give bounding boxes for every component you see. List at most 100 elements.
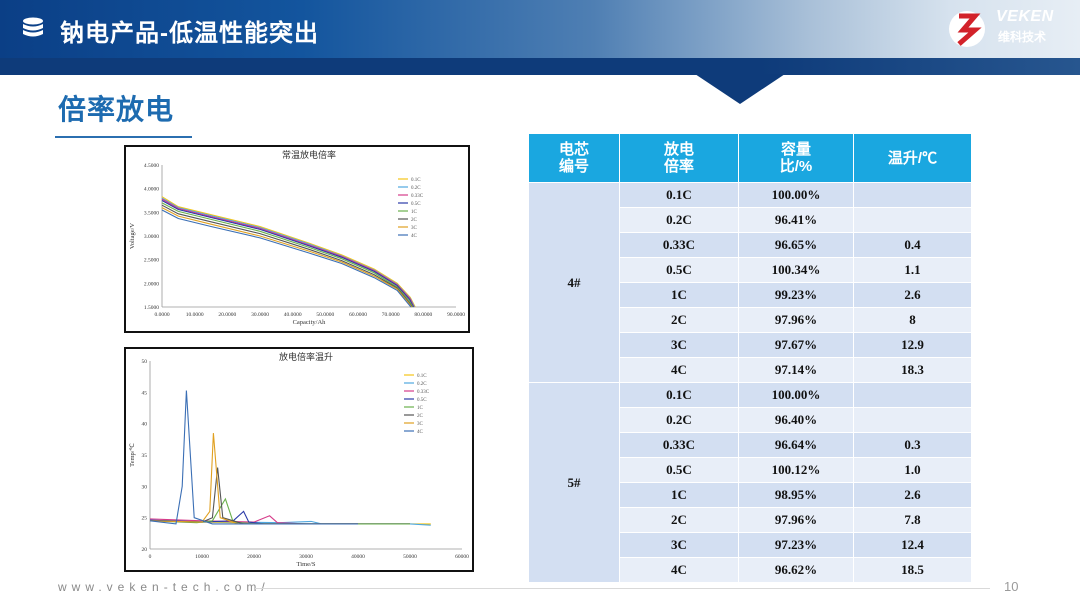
rate-value: 4C (619, 557, 739, 583)
header-notch (695, 74, 785, 104)
table-row: 4C 96.62% 18.5 (529, 557, 972, 583)
legend-label: 0.33C (411, 194, 424, 199)
x-tick-label: 60.0000 (349, 312, 367, 318)
x-axis-label: Time/S (297, 561, 316, 568)
rate-value: 1C (619, 482, 739, 508)
legend-label: 0.1C (417, 374, 427, 379)
temp-value: 18.3 (853, 357, 972, 383)
legend-label: 0.2C (417, 382, 427, 387)
rate-value: 0.2C (619, 207, 739, 233)
legend-label: 2C (417, 414, 424, 419)
temp-value (853, 382, 972, 408)
temp-value: 18.5 (853, 557, 972, 583)
legend-label: 0.5C (411, 202, 421, 207)
legend-label: 0.33C (417, 390, 430, 395)
capacity-value: 96.64% (738, 432, 854, 458)
table-header-row: 电芯 编号 放电 倍率 容量 比/% 温升/℃ (528, 133, 972, 183)
x-tick-label: 70.0000 (382, 312, 400, 318)
capacity-value: 97.96% (738, 307, 854, 333)
x-tick-label: 10000 (195, 554, 209, 560)
temp-value (853, 407, 972, 433)
header-cell-id: 电芯 编号 (528, 133, 620, 183)
table-row: 3C 97.67% 12.9 (529, 332, 972, 358)
table-row: 0.5C 100.12% 1.0 (529, 457, 972, 483)
table-row: 4C 97.14% 18.3 (529, 357, 972, 383)
table-row: 0.33C 96.64% 0.3 (529, 432, 972, 458)
legend-label: 0.1C (411, 178, 421, 183)
logo-subtext: 维科技术 (998, 30, 1047, 44)
y-tick-label: 25 (142, 516, 148, 522)
legend-label: 4C (417, 430, 424, 435)
y-tick-label: 1.5000 (144, 305, 159, 311)
footer-url: www.veken-tech.com/ (58, 580, 270, 594)
legend-label: 1C (411, 210, 418, 215)
x-tick-label: 30000 (299, 554, 313, 560)
temp-value (853, 207, 972, 233)
capacity-value: 97.96% (738, 507, 854, 533)
chart-title: 常温放电倍率 (282, 149, 336, 160)
temp-value: 12.4 (853, 532, 972, 558)
legend-label: 4C (411, 234, 418, 239)
y-tick-label: 2.5000 (144, 258, 159, 264)
series-line-4C (161, 209, 412, 308)
rate-value: 1C (619, 282, 739, 308)
rate-value: 4C (619, 357, 739, 383)
rate-value: 0.2C (619, 407, 739, 433)
database-icon (23, 17, 43, 37)
temp-value: 2.6 (853, 282, 972, 308)
rate-value: 0.5C (619, 257, 739, 283)
capacity-value: 99.23% (738, 282, 854, 308)
rate-value: 0.1C (619, 182, 739, 208)
series-line-0.1C (161, 196, 416, 308)
series-line-4C (149, 390, 358, 525)
y-axis-label: Voltage/V (129, 223, 136, 250)
x-tick-label: 30.0000 (251, 312, 269, 318)
legend-label: 0.5C (417, 398, 427, 403)
capacity-value: 100.00% (738, 382, 854, 408)
temp-value: 12.9 (853, 332, 972, 358)
legend-label: 3C (417, 422, 424, 427)
x-tick-label: 40.0000 (284, 312, 302, 318)
rate-value: 2C (619, 307, 739, 333)
temp-value: 8 (853, 307, 972, 333)
veken-logo-icon (949, 11, 985, 47)
x-tick-label: 0.0000 (154, 312, 169, 318)
capacity-value: 96.40% (738, 407, 854, 433)
table-row: 1C 98.95% 2.6 (529, 482, 972, 508)
capacity-value: 97.67% (738, 332, 854, 358)
rate-value: 0.33C (619, 232, 739, 258)
temp-value: 2.6 (853, 482, 972, 508)
table-row: 1C 99.23% 2.6 (529, 282, 972, 308)
capacity-value: 100.12% (738, 457, 854, 483)
x-tick-label: 10.0000 (186, 312, 204, 318)
table-row: 3C 97.23% 12.4 (529, 532, 972, 558)
page-title: 钠电产品-低温性能突出 (60, 20, 319, 47)
rate-discharge-table: 电芯 编号 放电 倍率 容量 比/% 温升/℃ 4# 0.1C 100.00% 0.2C 96… (528, 133, 972, 583)
header-bar (0, 0, 1080, 58)
footer-divider (255, 588, 990, 589)
cell-id-value: 4# (528, 182, 620, 383)
y-tick-label: 30 (142, 484, 148, 490)
x-tick-label: 20000 (247, 554, 261, 560)
temp-value (853, 182, 972, 208)
series-line-0.5C (161, 200, 414, 308)
x-tick-label: 80.0000 (414, 312, 432, 318)
capacity-value: 97.14% (738, 357, 854, 383)
rate-value: 2C (619, 507, 739, 533)
y-tick-label: 35 (142, 453, 148, 459)
voltage-capacity-svg: 常温放电倍率 0.0000 10.0000 20.0000 30.0000 40.0000… (129, 149, 465, 326)
temp-value: 7.8 (853, 507, 972, 533)
capacity-value: 100.34% (738, 257, 854, 283)
rate-value: 0.33C (619, 432, 739, 458)
y-tick-label: 4.5000 (144, 163, 159, 169)
capacity-value: 97.23% (738, 532, 854, 558)
table-row: 0.2C 96.40% (529, 407, 972, 433)
y-tick-label: 45 (142, 390, 148, 396)
logo-text: VEKEN (996, 8, 1054, 25)
legend-label: 3C (411, 226, 418, 231)
table-row: 5# 0.1C 100.00% (528, 382, 972, 583)
rate-value: 0.5C (619, 457, 739, 483)
y-tick-label: 50 (142, 359, 148, 365)
header-capacity: 容量 比/% (738, 133, 854, 183)
capacity-value: 98.95% (738, 482, 854, 508)
